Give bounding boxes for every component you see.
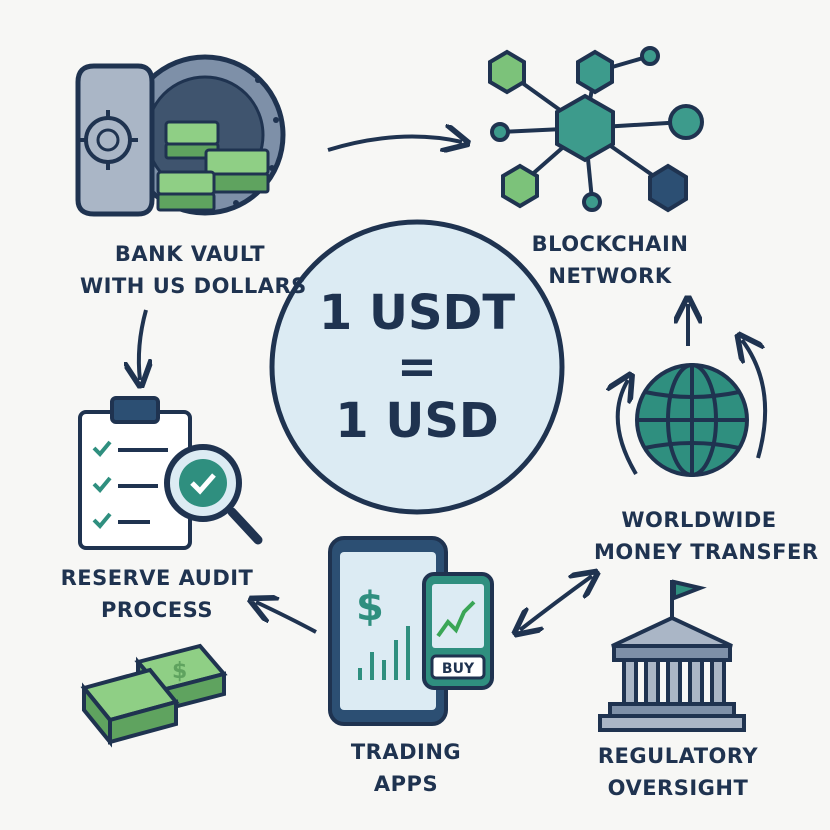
gold-bars-icon: $ xyxy=(80,643,228,748)
bank-vault-icon xyxy=(75,54,286,217)
arrow-trading-to-audit xyxy=(256,602,317,634)
label-trading-line1: TRADING xyxy=(350,740,462,764)
label-regulatory-line1: REGULATORY xyxy=(597,744,759,768)
arrow-vault-to-audit xyxy=(139,309,146,380)
label-bank-vault-line1: BANK VAULT xyxy=(114,242,266,266)
peg-line-usd: 1 USD xyxy=(335,393,499,449)
label-reserve-audit: RESERVE AUDIT PROCESS xyxy=(52,562,262,626)
label-trading-line2: APPS xyxy=(373,772,439,796)
label-worldwide-transfer: WORLDWIDE MONEY TRANSFER xyxy=(594,504,819,568)
peg-line-equals: = xyxy=(396,339,438,395)
label-bank-vault: BANK VAULT WITH US DOLLARS xyxy=(80,238,307,302)
label-blockchain: BLOCKCHAIN NETWORK xyxy=(510,228,710,292)
label-transfer-line1: WORLDWIDE xyxy=(621,508,777,532)
label-blockchain-line2: NETWORK xyxy=(548,264,672,288)
phone-dollar-sign: $ xyxy=(356,584,384,630)
globe-icon xyxy=(618,340,768,477)
arrow-trading-transfer xyxy=(520,576,592,630)
buy-button-label: BUY xyxy=(442,661,475,677)
label-audit-line1: RESERVE AUDIT xyxy=(60,566,254,590)
blockchain-network-icon xyxy=(488,46,704,213)
label-regulatory: REGULATORY OVERSIGHT xyxy=(578,740,778,804)
label-transfer-line2: MONEY TRANSFER xyxy=(594,540,819,564)
label-trading-apps: TRADING APPS xyxy=(336,736,476,800)
arrow-vault-to-blockchain xyxy=(327,137,462,150)
smartphone-trading-icon xyxy=(328,536,494,726)
center-circle xyxy=(269,219,565,515)
clipboard-audit-icon xyxy=(78,396,263,550)
label-audit-line2: PROCESS xyxy=(101,598,213,622)
government-building-icon xyxy=(598,579,746,732)
peg-statement: 1 USDT = 1 USD xyxy=(272,232,562,502)
svg-text:$: $ xyxy=(172,659,187,684)
label-regulatory-line2: OVERSIGHT xyxy=(607,776,749,800)
peg-line-usdt: 1 USDT xyxy=(318,285,516,341)
label-bank-vault-line2: WITH US DOLLARS xyxy=(80,274,307,298)
label-blockchain-line1: BLOCKCHAIN xyxy=(531,232,689,256)
